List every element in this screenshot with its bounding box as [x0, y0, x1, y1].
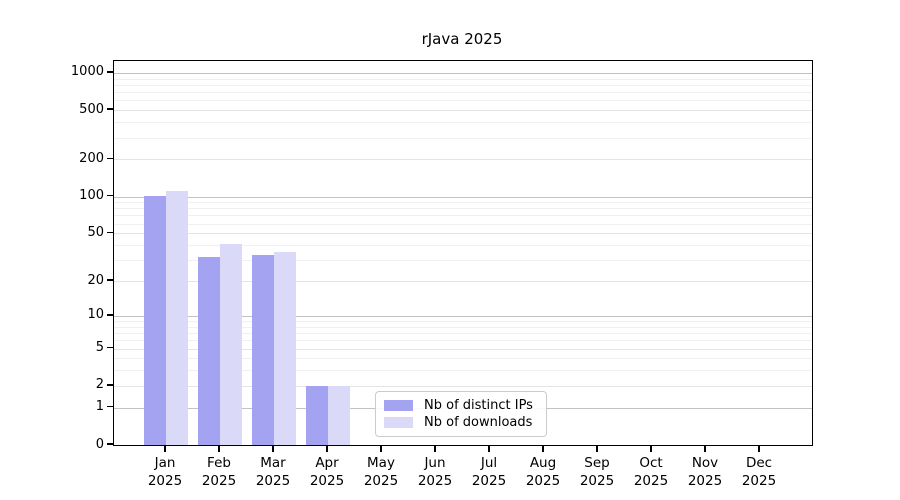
y-tick-mark-1 — [107, 405, 113, 408]
y-tick-mark-50 — [107, 231, 113, 234]
x-tick-mark-sep — [596, 446, 598, 452]
x-tick-label-jan: Jan 2025 — [147, 455, 183, 489]
gridline-900 — [114, 78, 812, 80]
x-tick-mark-nov — [704, 446, 706, 452]
x-tick-label-oct: Oct 2025 — [633, 455, 669, 489]
y-tick-label-5: 5 — [95, 340, 104, 355]
x-tick-mark-oct — [650, 446, 652, 452]
gridline-30 — [114, 260, 812, 262]
gridline-500 — [114, 110, 812, 112]
x-tick-mark-mar — [272, 446, 274, 452]
gridline-6 — [114, 340, 812, 342]
x-tick-mark-dec — [758, 446, 760, 452]
y-tick-label-200: 200 — [79, 150, 104, 166]
legend-label-downloads: Nb of downloads — [424, 415, 533, 430]
x-tick-label-aug: Aug 2025 — [525, 455, 561, 489]
y-tick-mark-100 — [107, 194, 113, 197]
gridline-8 — [114, 326, 812, 328]
x-tick-label-sep: Sep 2025 — [579, 455, 615, 489]
legend: Nb of distinct IPs Nb of downloads — [375, 391, 547, 437]
plot-area — [113, 60, 813, 446]
gridline-10 — [114, 315, 812, 317]
gridline-80 — [114, 208, 812, 210]
y-tick-mark-20 — [107, 279, 113, 281]
x-tick-mark-feb — [218, 446, 220, 452]
y-tick-label-1: 1 — [95, 399, 104, 415]
bar-mar-downloads — [274, 252, 296, 445]
gridline-4 — [114, 358, 812, 360]
x-tick-label-nov: Nov 2025 — [687, 455, 723, 489]
y-tick-mark-5 — [107, 346, 113, 349]
bar-jan-distinct-ips — [144, 195, 166, 445]
bar-feb-downloads — [220, 243, 242, 445]
x-tick-mark-jun — [434, 446, 436, 452]
y-tick-mark-0 — [107, 443, 113, 445]
gridline-600 — [114, 100, 812, 102]
y-tick-label-2: 2 — [95, 377, 104, 393]
legend-item-downloads: Nb of downloads — [384, 415, 536, 430]
y-tick-mark-2 — [107, 384, 113, 386]
legend-swatch-downloads — [384, 417, 413, 428]
x-tick-label-dec: Dec 2025 — [741, 455, 777, 489]
y-tick-label-1000: 1000 — [70, 64, 104, 80]
y-axis-tick-marks — [107, 60, 113, 445]
y-tick-label-500: 500 — [79, 101, 104, 117]
bar-feb-distinct-ips — [198, 256, 220, 445]
gridline-1000 — [114, 72, 812, 74]
bar-apr-downloads — [328, 385, 350, 445]
y-tick-label-20: 20 — [87, 272, 104, 288]
y-tick-mark-1000 — [107, 71, 113, 73]
gridline-5 — [114, 348, 812, 350]
x-tick-label-jul: Jul 2025 — [471, 455, 507, 489]
gridline-300 — [114, 137, 812, 139]
y-tick-label-50: 50 — [87, 224, 104, 240]
bar-jan-downloads — [166, 191, 188, 445]
legend-label-distinct-ips: Nb of distinct IPs — [424, 398, 533, 413]
x-tick-mark-jul — [488, 446, 490, 452]
x-tick-mark-may — [380, 446, 382, 452]
x-tick-label-apr: Apr 2025 — [309, 455, 345, 489]
legend-swatch-distinct-ips — [384, 400, 413, 411]
legend-item-distinct-ips: Nb of distinct IPs — [384, 398, 536, 413]
bar-mar-distinct-ips — [252, 255, 274, 445]
gridline-40 — [114, 245, 812, 246]
y-tick-mark-500 — [107, 108, 113, 110]
gridline-400 — [114, 122, 812, 124]
gridline-50 — [114, 233, 812, 235]
gridline-90 — [114, 202, 812, 204]
y-tick-label-100: 100 — [79, 188, 104, 203]
y-tick-mark-10 — [107, 314, 113, 316]
x-tick-label-mar: Mar 2025 — [255, 455, 291, 489]
gridline-70 — [114, 215, 812, 217]
x-tick-label-feb: Feb 2025 — [201, 455, 237, 489]
gridline-800 — [114, 84, 812, 86]
x-axis-tick-labels: Jan 2025 Feb 2025 Mar 2025 Apr 2025 May 2025… — [113, 446, 811, 496]
x-tick-mark-apr — [326, 446, 328, 452]
x-tick-label-jun: Jun 2025 — [417, 455, 453, 489]
x-tick-mark-aug — [542, 446, 544, 452]
x-tick-mark-jan — [164, 446, 166, 452]
gridline-7 — [114, 333, 812, 334]
gridline-9 — [114, 321, 812, 322]
gridline-100 — [114, 196, 812, 198]
gridline-2 — [114, 385, 812, 387]
chart-title: rJava 2025 — [421, 30, 503, 48]
gridline-700 — [114, 92, 812, 94]
y-tick-mark-200 — [107, 157, 113, 160]
gridline-20 — [114, 281, 812, 282]
gridline-3 — [114, 370, 812, 372]
y-tick-label-0: 0 — [95, 436, 104, 452]
y-axis-tick-labels: 0 1 2 5 10 20 50 100 200 500 1000 — [0, 60, 104, 451]
x-tick-label-may: May 2025 — [363, 455, 399, 489]
gridline-60 — [114, 223, 812, 225]
gridline-200 — [114, 159, 812, 161]
bar-apr-distinct-ips — [306, 385, 328, 445]
y-tick-label-10: 10 — [87, 307, 104, 323]
